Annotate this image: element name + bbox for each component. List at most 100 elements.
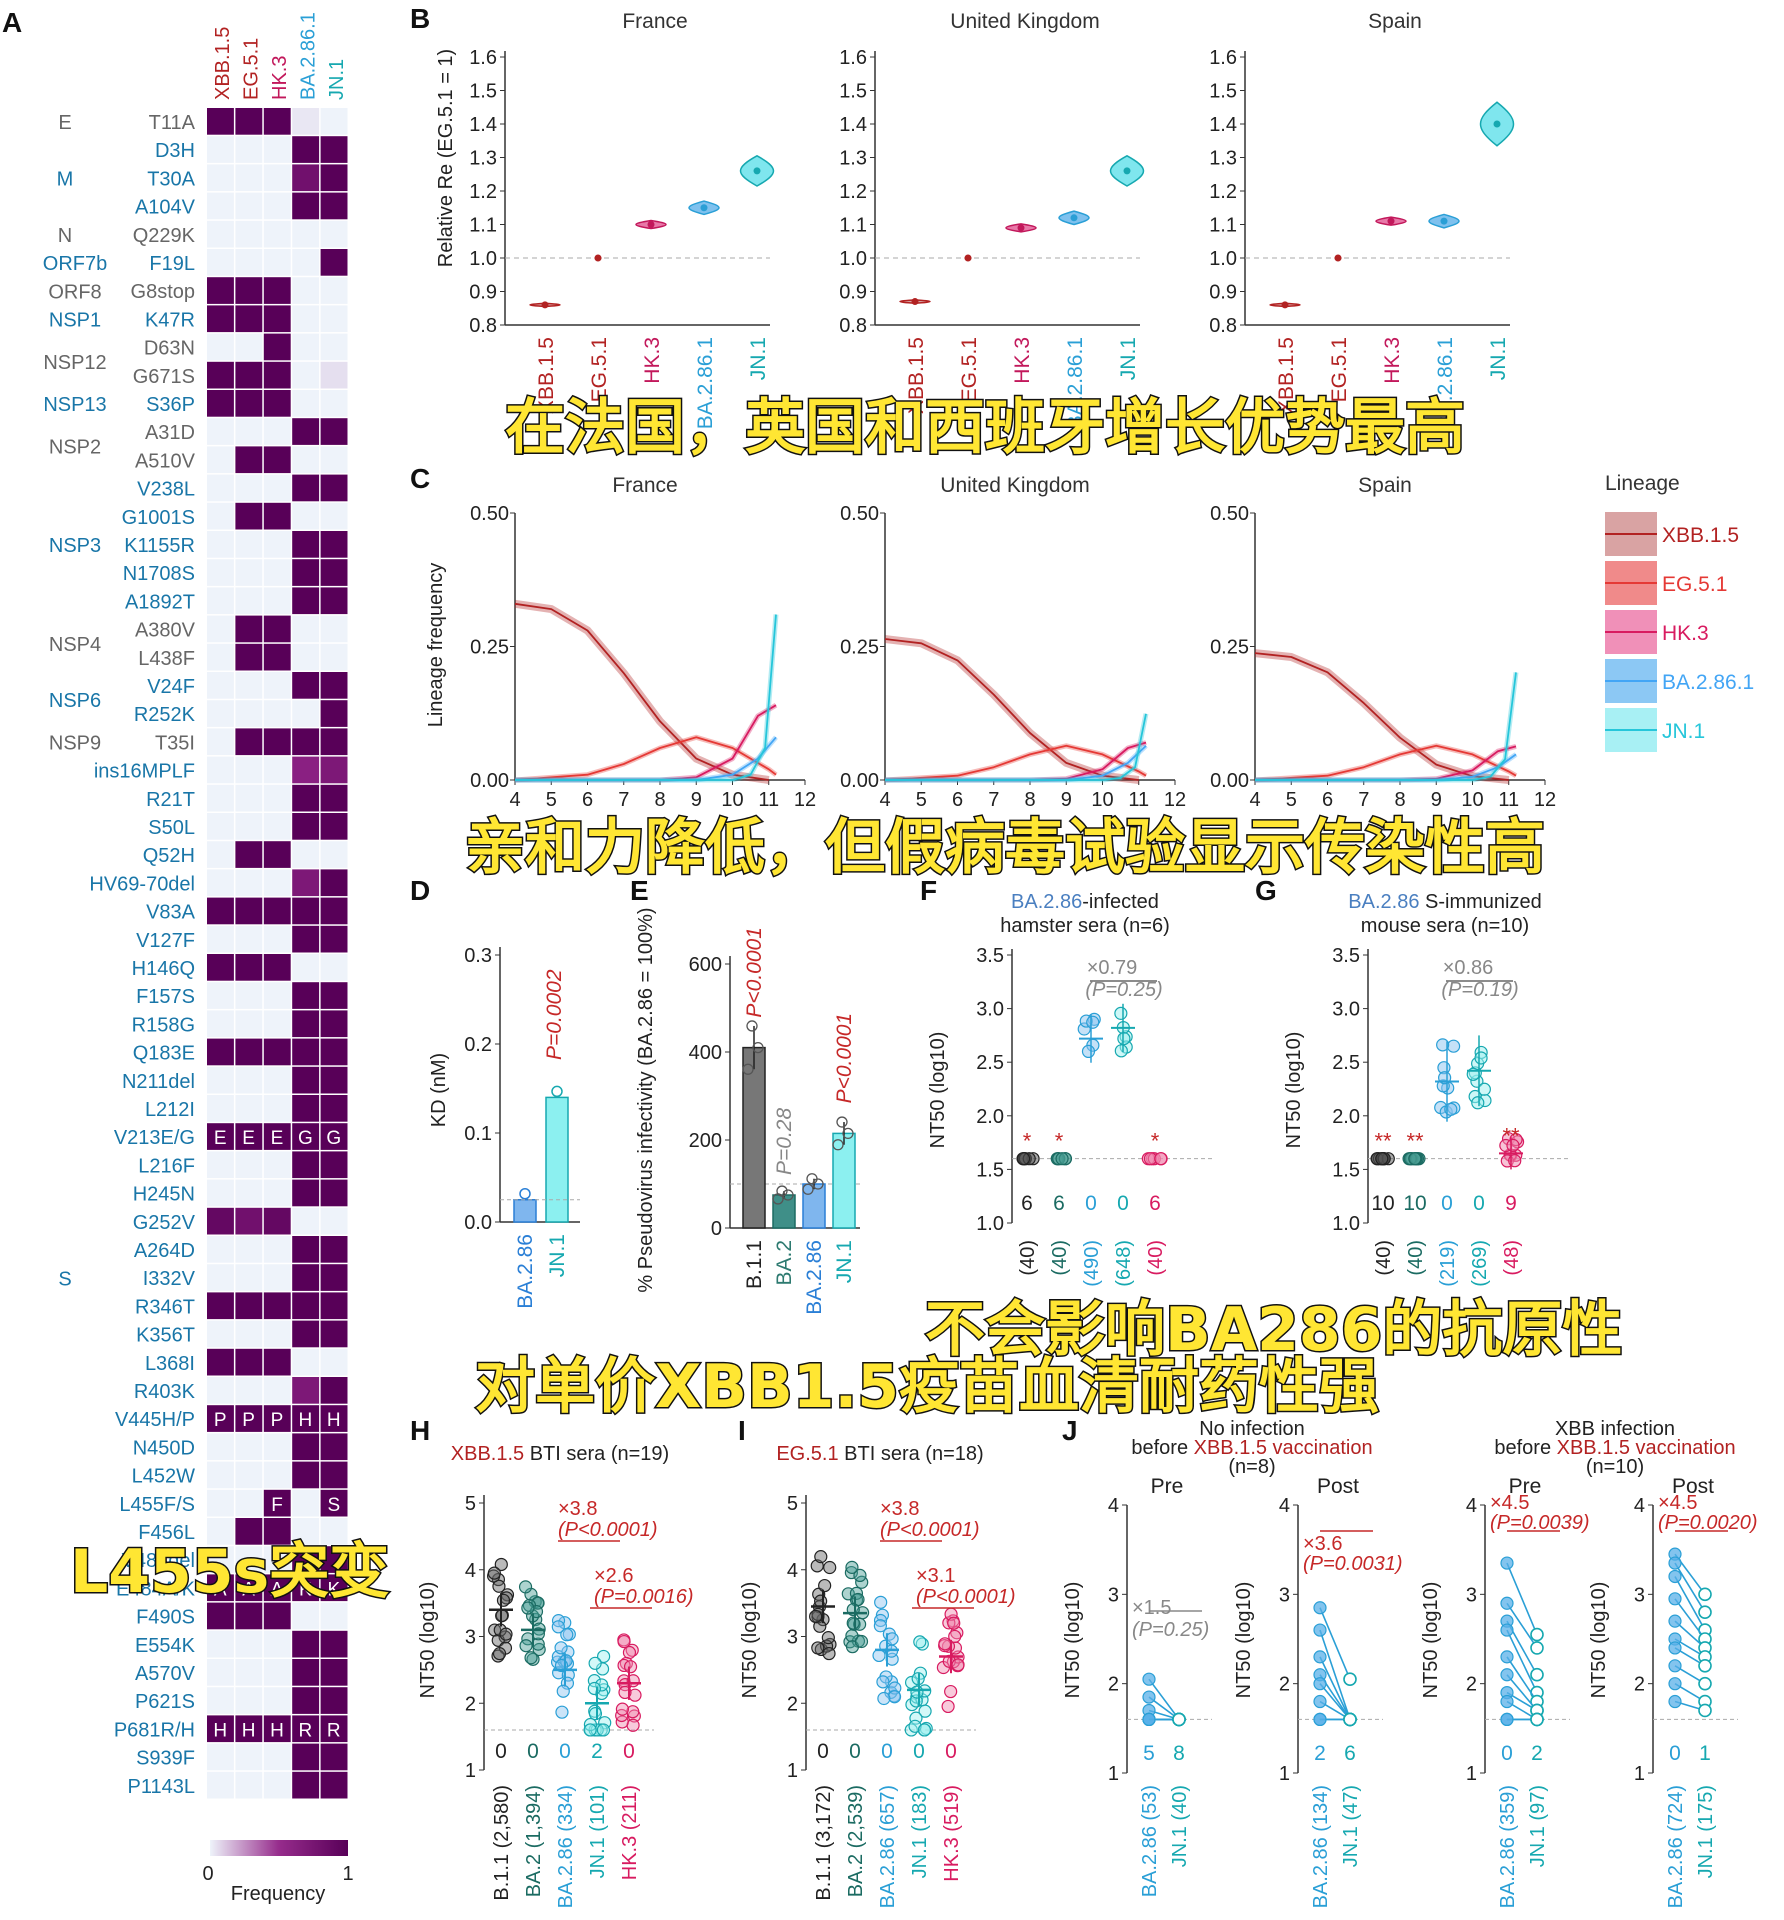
heatmap-row-label: A1892T — [125, 591, 195, 613]
pv-category: B.1.1 — [743, 1240, 766, 1289]
nt50-point — [1436, 1038, 1450, 1052]
bti-title-accent: XBB.1.5 — [451, 1443, 524, 1465]
vac-ytick-label: 4 — [1634, 1495, 1645, 1517]
heatmap-cell — [263, 559, 291, 586]
re-ytick-label: 1.4 — [469, 114, 497, 136]
heatmap-cell — [207, 1489, 234, 1517]
heatmap-cell — [235, 700, 263, 727]
heatmap-cell — [263, 813, 291, 840]
heatmap-cell — [263, 1377, 291, 1404]
vac-group-line2b: XBB.1.5 vaccination — [1194, 1437, 1373, 1459]
vac-ytick-label: 4 — [1279, 1495, 1290, 1517]
heatmap-cell — [207, 643, 234, 671]
re-point — [1493, 120, 1501, 128]
vac-ytick-label: 1 — [1279, 1763, 1290, 1785]
freq-ylabel: Lineage frequency — [425, 563, 447, 728]
pv-point — [776, 1185, 788, 1197]
heatmap-cell — [292, 1151, 320, 1179]
heatmap-cell — [207, 136, 234, 163]
nt50-ytick-label: 3.5 — [1332, 945, 1360, 967]
heatmap-row-label: HV69-70del — [89, 873, 195, 895]
re-category-label: HK.3 — [1381, 337, 1404, 384]
heatmap-cell-letter: H — [299, 1410, 313, 1431]
heatmap-cell — [263, 1123, 291, 1150]
heatmap-cell — [207, 220, 234, 248]
vac-category: JN.1 (175) — [1695, 1785, 1717, 1878]
bti-point — [941, 1699, 955, 1714]
bti-ytick-label: 1 — [787, 1760, 798, 1782]
heatmap-cell — [235, 1771, 263, 1799]
bti-point — [944, 1684, 958, 1699]
re-ytick-label: 1.1 — [469, 215, 497, 237]
pv-pvalue: P=0.28 — [773, 1108, 796, 1175]
heatmap-cell — [263, 249, 291, 276]
heatmap-cell — [263, 1179, 291, 1207]
heatmap-cell-letter: A — [271, 1579, 284, 1600]
heatmap-cell — [207, 615, 234, 643]
heatmap-row-label: Q183E — [133, 1043, 195, 1065]
bti-p1: (P<0.0001) — [880, 1519, 980, 1541]
bti-ytick-label: 3 — [465, 1627, 476, 1649]
heatmap-cell — [292, 1715, 320, 1743]
nt50-title-rest: S-immunized — [1419, 891, 1541, 913]
heatmap-cell — [263, 1151, 291, 1179]
panel-e-pseudovirus: % Pseudovirus infectivity (BA.2.86 = 100… — [635, 907, 860, 1315]
pv-ylabel: % Pseudovirus infectivity (BA.2.86 = 100… — [635, 907, 657, 1292]
panel-letter-d: D — [410, 875, 430, 906]
panel-letter-j: J — [1062, 1415, 1078, 1446]
heatmap-cell — [320, 1630, 348, 1658]
re-ytick-label: 1.6 — [1209, 47, 1237, 69]
vac-pvalue: (P=0.0020) — [1658, 1512, 1758, 1534]
bti-point — [951, 1658, 965, 1672]
heatmap-row-label: E554K — [135, 1635, 196, 1657]
re-point — [1070, 214, 1078, 222]
pv-point — [842, 1127, 854, 1140]
heatmap-row-label: ins16MPLF — [94, 761, 195, 783]
bti-fold1: ×3.8 — [558, 1498, 597, 1520]
heatmap-cell — [320, 502, 348, 530]
heatmap-cell — [235, 784, 263, 812]
heatmap-cell — [320, 1179, 348, 1207]
nt50-point — [1408, 1152, 1422, 1166]
re-category-label: BA.2.86.1 — [1434, 337, 1457, 429]
bti-count: 0 — [849, 1740, 861, 1763]
vac-point-ba286 — [1500, 1712, 1514, 1727]
bti-point — [560, 1628, 574, 1642]
panel-letter-g: G — [1255, 875, 1277, 906]
pv-ytick-label: 200 — [689, 1130, 722, 1152]
vac-count: 2 — [1531, 1742, 1543, 1765]
bti-point — [874, 1595, 888, 1609]
vac-ytick-label: 1 — [1108, 1763, 1119, 1785]
freq-line — [514, 736, 777, 781]
heatmap-cell — [235, 1687, 263, 1714]
heatmap-cell — [320, 1687, 348, 1714]
heatmap-cell — [292, 587, 320, 615]
vac-point-ba286 — [1500, 1623, 1514, 1637]
heatmap-cell — [292, 1771, 320, 1799]
heatmap-cell — [235, 1179, 263, 1207]
heatmap-cell — [263, 1630, 291, 1658]
panel-a-heatmap: XBB.1.5 EG.5.1 HK.3 BA.2.86.1 JN.1 T11A D3H T30… — [43, 12, 354, 1905]
freq-line — [885, 713, 1147, 781]
heatmap-cell — [320, 784, 348, 812]
freq-line — [515, 704, 777, 781]
re-ytick-label: 1.1 — [1209, 215, 1237, 237]
freq-xtick-label: 11 — [1498, 789, 1519, 811]
re-ytick-label: 1.1 — [839, 215, 867, 237]
nt50-point — [1081, 1044, 1096, 1059]
heatmap-cell — [207, 925, 234, 953]
pv-bar — [742, 1046, 766, 1229]
vac-pvalue: (P=0.25) — [1132, 1619, 1209, 1641]
re-ytick-label: 1.0 — [1209, 248, 1237, 270]
heatmap-cell — [263, 1066, 291, 1094]
freq-xtick-label: 11 — [1128, 789, 1149, 811]
bti-point — [876, 1675, 890, 1689]
heatmap-cell — [235, 474, 263, 502]
bti-p1: (P<0.0001) — [558, 1519, 658, 1541]
heatmap-row-label: V483del — [122, 1550, 195, 1572]
heatmap-cell — [235, 1320, 263, 1348]
bti-count: 0 — [495, 1740, 507, 1763]
bti-category: BA.2.86 (334) — [555, 1785, 577, 1908]
re-point — [1440, 217, 1448, 225]
heatmap-cell-letter: H — [242, 1720, 256, 1741]
